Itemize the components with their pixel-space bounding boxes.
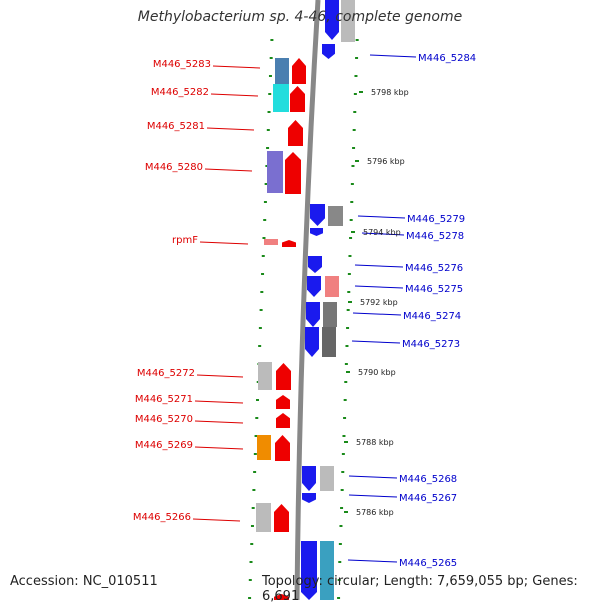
gene-label-m446_5278[interactable]: M446_5278 — [406, 231, 464, 242]
genome-backbone — [294, 0, 321, 601]
gene-arrow-reverse[interactable] — [308, 256, 322, 273]
scale-label: 5786 kbp — [356, 508, 394, 517]
gene-label-leader — [212, 65, 261, 69]
gene-label-m446_5265[interactable]: M446_5265 — [399, 558, 457, 569]
gene-label-leader — [196, 374, 244, 378]
gene-label-leader — [352, 312, 402, 316]
gene-label-m446_5272[interactable]: M446_5272 — [137, 368, 195, 379]
gene-arrow-reverse[interactable] — [310, 228, 323, 236]
gene-label-m446_5280[interactable]: M446_5280 — [145, 162, 203, 173]
gene-label-leader — [361, 232, 405, 236]
gene-arrow-reverse[interactable] — [307, 276, 321, 297]
gene-arrow-reverse[interactable] — [310, 204, 325, 226]
gene-feature-box[interactable] — [341, 0, 355, 42]
gene-arrow-reverse[interactable] — [301, 541, 317, 600]
gene-label-leader — [206, 127, 255, 131]
gene-label-leader — [357, 215, 406, 219]
gene-arrow-forward[interactable] — [276, 413, 290, 428]
gene-label-leader — [204, 168, 253, 172]
gene-feature-box[interactable] — [258, 362, 272, 390]
gene-feature-box[interactable] — [275, 58, 289, 84]
gene-label-rpmf[interactable]: rpmF — [172, 235, 198, 246]
gene-arrow-forward[interactable] — [292, 58, 306, 84]
genome-title: Methylobacterium sp. 4-46, complete geno… — [137, 9, 463, 25]
gene-label-m446_5281[interactable]: M446_5281 — [147, 121, 205, 132]
scale-label: 5788 kbp — [356, 438, 394, 447]
scale-label: 5792 kbp — [360, 298, 398, 307]
gene-feature-box[interactable] — [273, 84, 289, 112]
gene-arrow-forward[interactable] — [282, 240, 296, 247]
gene-label-leader — [354, 285, 404, 289]
scale-label: 5796 kbp — [367, 157, 405, 166]
gene-label-leader — [192, 518, 241, 522]
gene-label-m446_5269[interactable]: M446_5269 — [135, 440, 193, 451]
gene-label-leader — [348, 475, 398, 479]
gene-label-leader — [210, 93, 259, 97]
scale-label: 5798 kbp — [371, 88, 409, 97]
scale-label: 5790 kbp — [358, 368, 396, 377]
gene-feature-box[interactable] — [320, 466, 334, 491]
gene-feature-box[interactable] — [320, 541, 334, 600]
accession-text: Accession: NC_010511 — [10, 574, 158, 589]
gene-feature-box[interactable] — [264, 239, 278, 245]
gene-arrow-reverse[interactable] — [305, 327, 319, 357]
gene-feature-box[interactable] — [325, 276, 339, 297]
gene-label-leader — [351, 340, 401, 344]
gene-arrow-forward[interactable] — [276, 363, 291, 390]
gene-label-leader — [194, 446, 244, 450]
gene-arrow-reverse[interactable] — [306, 302, 320, 327]
gene-label-m446_5266[interactable]: M446_5266 — [133, 512, 191, 523]
gene-label-m446_5284[interactable]: M446_5284 — [418, 53, 476, 64]
gene-label-leader — [199, 241, 249, 245]
gene-arrow-forward[interactable] — [274, 504, 289, 532]
gene-feature-box[interactable] — [257, 435, 271, 460]
gene-arrow-forward[interactable] — [276, 395, 290, 409]
gene-feature-box[interactable] — [328, 206, 343, 226]
gene-label-leader — [354, 264, 404, 268]
gene-label-leader — [348, 494, 398, 498]
gene-label-m446_5271[interactable]: M446_5271 — [135, 394, 193, 405]
gene-label-leader — [369, 54, 417, 58]
gene-label-m446_5270[interactable]: M446_5270 — [135, 414, 193, 425]
gene-label-m446_5282[interactable]: M446_5282 — [151, 87, 209, 98]
gene-feature-box[interactable] — [322, 327, 336, 357]
gene-label-leader — [194, 420, 244, 424]
gene-arrow-forward[interactable] — [290, 86, 305, 112]
gene-label-m446_5267[interactable]: M446_5267 — [399, 493, 457, 504]
gene-arrow-reverse[interactable] — [302, 466, 316, 491]
gene-label-leader — [194, 400, 244, 404]
gene-label-m446_5273[interactable]: M446_5273 — [402, 339, 460, 350]
gene-feature-box[interactable] — [267, 151, 283, 193]
gene-label-m446_5276[interactable]: M446_5276 — [405, 263, 463, 274]
gene-label-m446_5275[interactable]: M446_5275 — [405, 284, 463, 295]
gene-label-m446_5268[interactable]: M446_5268 — [399, 474, 457, 485]
gene-label-m446_5274[interactable]: M446_5274 — [403, 311, 461, 322]
gene-label-leader — [347, 559, 398, 563]
gene-feature-box[interactable] — [323, 302, 337, 327]
scale-label: 5794 kbp — [363, 228, 401, 237]
gene-arrow-forward[interactable] — [285, 152, 301, 194]
gene-arrow-reverse[interactable] — [322, 44, 335, 59]
gene-arrow-forward[interactable] — [275, 435, 290, 461]
gene-arrow-reverse[interactable] — [302, 493, 316, 503]
gene-label-m446_5279[interactable]: M446_5279 — [407, 214, 465, 225]
gene-arrow-reverse[interactable] — [325, 0, 339, 40]
gene-arrow-forward[interactable] — [288, 120, 303, 146]
gene-feature-box[interactable] — [256, 503, 271, 532]
gene-label-m446_5283[interactable]: M446_5283 — [153, 59, 211, 70]
